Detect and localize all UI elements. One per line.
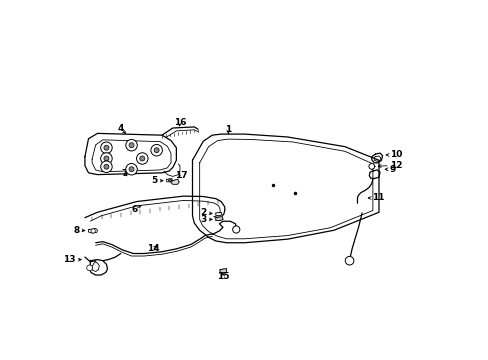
Circle shape xyxy=(104,156,109,161)
Text: 13: 13 xyxy=(63,255,76,264)
Text: 6: 6 xyxy=(132,205,138,214)
Text: 4: 4 xyxy=(117,123,124,132)
Text: 11: 11 xyxy=(371,193,384,202)
Text: 16: 16 xyxy=(173,118,186,127)
Circle shape xyxy=(232,226,239,233)
Circle shape xyxy=(104,145,109,150)
Polygon shape xyxy=(220,269,226,273)
Circle shape xyxy=(91,229,95,233)
Polygon shape xyxy=(171,179,179,184)
Text: 12: 12 xyxy=(389,161,402,170)
Text: 7: 7 xyxy=(121,169,127,178)
Circle shape xyxy=(104,164,109,169)
Text: 14: 14 xyxy=(146,244,159,253)
Text: 1: 1 xyxy=(225,125,231,134)
Text: 10: 10 xyxy=(389,150,401,159)
Circle shape xyxy=(129,143,134,148)
Circle shape xyxy=(125,163,137,175)
Text: 15: 15 xyxy=(216,272,229,281)
Circle shape xyxy=(168,179,171,182)
Circle shape xyxy=(129,167,134,172)
Circle shape xyxy=(101,161,112,172)
Text: 2: 2 xyxy=(200,208,206,217)
Text: 17: 17 xyxy=(175,171,188,180)
Circle shape xyxy=(368,163,374,169)
Circle shape xyxy=(101,153,112,164)
Text: 3: 3 xyxy=(200,215,206,224)
Polygon shape xyxy=(215,217,223,221)
Circle shape xyxy=(154,148,159,153)
Text: 8: 8 xyxy=(73,226,80,235)
Text: 9: 9 xyxy=(389,165,395,174)
Text: 5: 5 xyxy=(151,176,158,185)
Circle shape xyxy=(125,139,137,151)
Circle shape xyxy=(86,265,92,271)
Circle shape xyxy=(151,144,162,156)
Circle shape xyxy=(345,256,353,265)
Circle shape xyxy=(101,142,112,153)
Circle shape xyxy=(140,156,144,161)
Circle shape xyxy=(136,153,148,164)
